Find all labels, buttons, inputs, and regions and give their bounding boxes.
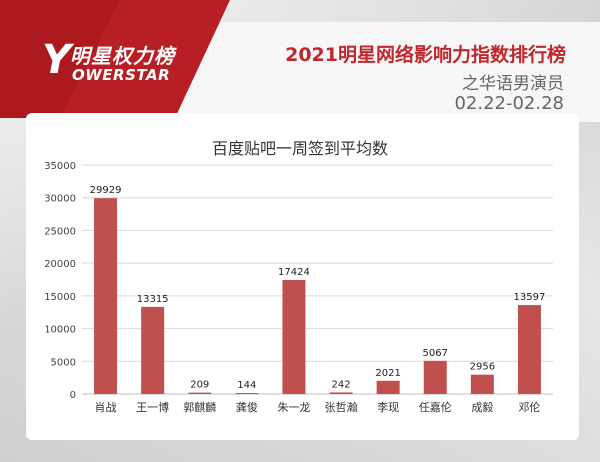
brand-banner (0, 0, 230, 118)
y-tick-label: 10000 (44, 325, 76, 336)
x-tick-label: 朱一龙 (277, 401, 310, 414)
y-tick-label: 35000 (44, 161, 76, 172)
bar (423, 360, 447, 394)
bar (235, 393, 259, 394)
brand-name-en: OWERSTAR (72, 66, 171, 84)
data-label: 13315 (137, 294, 169, 305)
bar (517, 305, 541, 394)
bar (376, 380, 400, 394)
y-tick-label: 25000 (44, 226, 76, 237)
x-tick-label: 郭麒麟 (183, 400, 216, 414)
data-label: 209 (190, 380, 209, 391)
data-label: 2956 (470, 362, 495, 373)
page-subtitle: 之华语男演员 (462, 74, 564, 94)
bar (329, 392, 353, 394)
y-tick-label: 0 (70, 390, 76, 401)
x-tick-label: 邓伦 (518, 400, 540, 414)
brand-logo-letter: Y (42, 37, 71, 83)
data-label: 13597 (514, 292, 546, 303)
page-title: 2021明星网络影响力指数排行榜 (285, 44, 566, 66)
bar (470, 374, 494, 394)
x-tick-label: 成毅 (471, 400, 493, 414)
y-tick-label: 20000 (44, 259, 76, 270)
chart-title: 百度贴吧一周签到平均数 (211, 139, 388, 158)
x-tick-label: 李现 (377, 400, 399, 414)
data-label: 2021 (375, 368, 400, 379)
x-tick-label: 王一博 (136, 401, 169, 414)
bar (94, 198, 118, 394)
x-tick-label: 任嘉伦 (419, 400, 452, 414)
data-label: 29929 (90, 185, 122, 196)
data-label: 242 (332, 379, 351, 390)
date-range: 02.22-02.28 (454, 93, 564, 114)
data-label: 5067 (423, 348, 448, 359)
y-tick-label: 15000 (44, 292, 76, 303)
y-tick-label: 5000 (51, 357, 76, 368)
bar (282, 279, 306, 394)
bar (188, 392, 212, 394)
x-tick-label: 肖战 (95, 400, 117, 414)
data-label: 17424 (278, 267, 310, 278)
brand-name-cn: 明星权力榜 (70, 44, 175, 68)
x-tick-label: 龚俊 (236, 400, 258, 414)
x-tick-label: 张哲瀚 (325, 400, 358, 414)
y-tick-label: 30000 (44, 194, 76, 205)
bar (141, 306, 165, 394)
header-panel (150, 22, 600, 122)
data-label: 144 (237, 380, 256, 391)
